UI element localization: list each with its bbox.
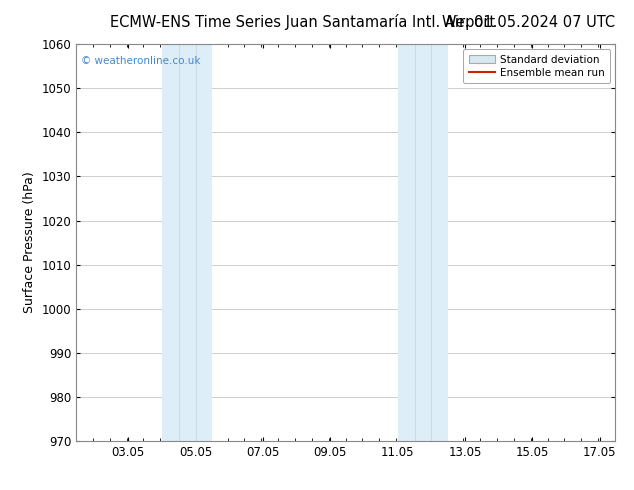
Bar [162, 44, 212, 441]
Text: We. 01.05.2024 07 UTC: We. 01.05.2024 07 UTC [442, 15, 615, 29]
Text: ECMW-ENS Time Series Juan Santamaría Intl. Airport: ECMW-ENS Time Series Juan Santamaría Int… [110, 14, 495, 30]
Legend: Standard deviation, Ensemble mean run: Standard deviation, Ensemble mean run [463, 49, 610, 83]
Text: © weatheronline.co.uk: © weatheronline.co.uk [81, 56, 201, 66]
Y-axis label: Surface Pressure (hPa): Surface Pressure (hPa) [23, 172, 36, 314]
Bar [398, 44, 448, 441]
